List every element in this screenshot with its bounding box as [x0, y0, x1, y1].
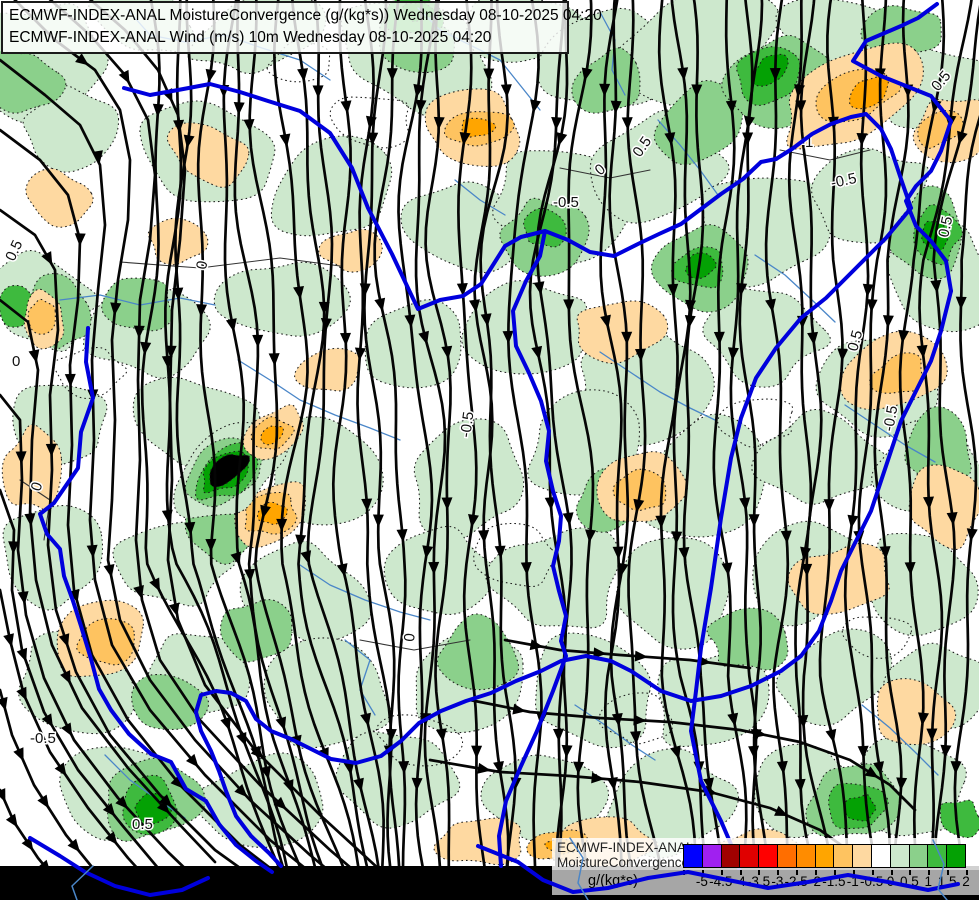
- title-wind: ECMWF-INDEX-ANAL Wind (m/s) 10m Wednesda…: [9, 29, 492, 46]
- legend-tick-label: -3: [771, 874, 784, 889]
- legend-swatch: [777, 845, 797, 867]
- legend-tick-label: -0.5: [860, 874, 884, 889]
- title-moisture-convergence: ECMWF-INDEX-ANAL MoistureConvergence (g/…: [9, 7, 602, 24]
- legend-tick-label: -4: [733, 874, 746, 889]
- legend-swatch: [684, 845, 703, 867]
- legend-tick-label: -1: [846, 874, 859, 889]
- legend-parameter: MoistureConvergence: [557, 855, 690, 870]
- legend-scale-band: g/(kg*s) -5 -4.5 -4 -3.5 -3 -2.5 -2 -1.5 -1 -0.5 0…: [552, 870, 979, 895]
- legend-swatch: [853, 845, 872, 867]
- legend-tick-label: -4.5: [709, 874, 733, 889]
- legend-swatch: [740, 845, 760, 867]
- contour-label: 0.5: [935, 215, 956, 239]
- legend-swatch: [834, 845, 854, 867]
- legend-tick-label: -2: [809, 874, 822, 889]
- legend-swatch: [796, 845, 816, 867]
- legend-tick-label: -3.5: [746, 874, 771, 889]
- legend-tick-label: 0.5: [900, 874, 919, 889]
- contour-label: -0.5: [553, 194, 579, 211]
- legend-swatch: [721, 845, 741, 867]
- legend-swatch: [759, 845, 778, 867]
- legend-colorbar: [683, 844, 966, 868]
- legend-tick-label: 2: [962, 874, 970, 889]
- legend-tick-label: -1.5: [822, 874, 846, 889]
- legend-units: g/(kg*s): [588, 873, 638, 889]
- legend-swatch: [947, 845, 965, 867]
- legend-source: ECMWF-INDEX-ANAL: [557, 840, 694, 855]
- legend-swatch: [928, 845, 948, 867]
- legend-tick-label: 1.5: [937, 874, 957, 889]
- legend-tick: [683, 870, 685, 875]
- title-box: ECMWF-INDEX-ANAL MoistureConvergence (g/…: [1, 1, 602, 54]
- legend-names: ECMWF-INDEX-ANAL MoistureConvergence: [557, 840, 694, 870]
- contour-label: 0: [12, 353, 20, 370]
- contour-label: -0.5: [457, 411, 477, 439]
- legend-swatch: [890, 845, 910, 867]
- legend-tick-label: 0: [886, 874, 895, 889]
- legend-swatch: [871, 845, 891, 867]
- legend-swatch: [702, 845, 722, 867]
- legend-swatch: [815, 845, 835, 867]
- legend-tick: [966, 870, 968, 875]
- legend-tick-label: -5: [695, 874, 708, 889]
- contour-label: -0.5: [30, 730, 56, 747]
- legend-tick-label: -2.5: [784, 874, 808, 889]
- contour-label: -0.5: [829, 170, 858, 192]
- contour-label: 0.5: [132, 816, 153, 833]
- legend: ECMWF-INDEX-ANAL MoistureConvergence: [552, 838, 979, 870]
- legend-swatch: [909, 845, 929, 867]
- legend-tick-label: 1: [924, 874, 933, 889]
- contour-label: 0: [401, 633, 419, 643]
